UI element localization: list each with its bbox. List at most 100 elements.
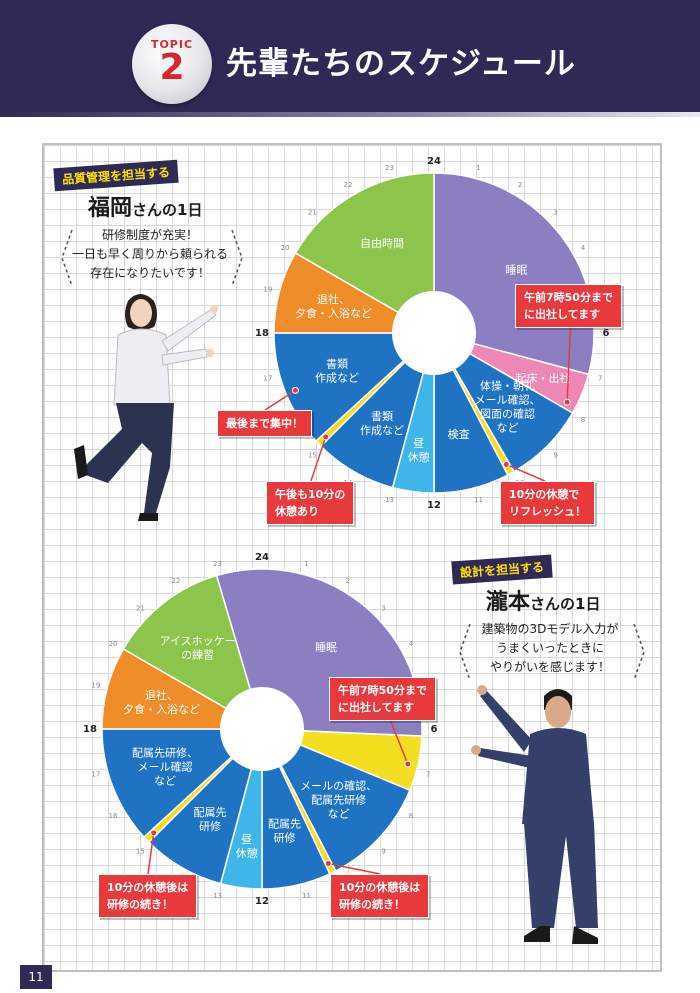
hour-tick-label: 18 (83, 724, 97, 735)
person-name-takimoto: 瀧本さんの1日 (486, 584, 600, 616)
callout-leader (264, 389, 296, 411)
topic-label: TOPIC (150, 38, 194, 51)
hour-tick-label: 22 (344, 181, 353, 189)
chart-center-hole (392, 291, 476, 375)
hour-tick-label: 16 (109, 812, 118, 820)
callout-label: 午前7時50分まで に出社してます (329, 677, 436, 721)
hour-tick-label: 24 (255, 552, 269, 563)
topic-number: 2 (159, 47, 185, 88)
callout-line: 午後も10分の (275, 488, 346, 501)
segment-label: 退社、夕食・入浴など (123, 688, 200, 716)
segment-label: 配属先研修、メール確認など (132, 746, 198, 788)
callout-leader (505, 463, 546, 482)
comment-bracket-right (231, 229, 243, 287)
callout-line: 午前7時50分まで (524, 291, 613, 304)
callout-line: に出社してます (338, 701, 415, 714)
callout-line: 10分の休憩で (509, 488, 580, 501)
callout-leader (147, 832, 155, 875)
hour-tick-label: 11 (302, 892, 311, 900)
person-photo-fukuoka (74, 294, 218, 521)
hour-tick-label: 17 (263, 375, 272, 383)
page-title: 先輩たちのスケジュール (226, 46, 576, 82)
callout-label: 10分の休憩で リフレッシュ！ (500, 481, 595, 525)
hour-tick-label: 12 (427, 500, 441, 511)
hour-tick-label: 23 (213, 560, 222, 568)
comment-line: 建築物の3Dモデル入力が (481, 622, 619, 636)
hour-tick-label: 13 (385, 496, 394, 504)
hour-tick-label: 21 (136, 604, 145, 612)
hour-tick-label: 4 (581, 244, 586, 252)
hour-tick-label: 7 (426, 771, 430, 779)
comment-line: やりがいを感じます！ (489, 660, 610, 674)
callout-line: 休憩あり (275, 505, 319, 518)
topic-badge: TOPIC 2 (132, 24, 212, 104)
hour-tick-label: 22 (172, 577, 181, 585)
person-name: 瀧本 (486, 590, 531, 615)
comment-bracket-left (61, 229, 73, 287)
hour-tick-label: 8 (409, 812, 413, 820)
hour-tick-label: 3 (553, 208, 557, 216)
hour-tick-label: 19 (263, 285, 272, 293)
hour-tick-label: 6 (603, 328, 610, 339)
segment-label: 昼休憩 (408, 437, 430, 464)
hour-tick-label: 23 (385, 164, 394, 172)
person-name-suffix: さんの1日 (530, 595, 601, 613)
hour-tick-label: 2 (518, 181, 522, 189)
callout-dot (322, 433, 330, 441)
callout-dot (324, 860, 332, 868)
callout-dot (404, 760, 412, 768)
person-photo-takimoto (471, 685, 598, 944)
hour-tick-label: 13 (213, 892, 222, 900)
callout-dot (563, 398, 571, 406)
segment-label: 自由時間 (360, 236, 404, 250)
callout-label: 午後も10分の 休憩あり (266, 481, 355, 525)
header-divider (0, 112, 700, 117)
hour-tick-label: 1 (476, 164, 480, 172)
hour-tick-label: 15 (308, 452, 317, 460)
hour-tick-label: 11 (474, 496, 483, 504)
hour-tick-label: 3 (381, 604, 385, 612)
hour-tick-label: 6 (431, 724, 438, 735)
daily-schedule-chart-fukuoka: 睡眠起床・出社体操・朝礼メール確認、図面の確認など検査昼休憩書類作成など書類作成… (255, 156, 610, 511)
person-name-fukuoka: 福岡さんの1日 (88, 190, 202, 222)
segment-label: 昼休憩 (236, 833, 258, 860)
callout-line: 午前7時50分まで (338, 684, 427, 697)
hour-tick-label: 17 (91, 771, 100, 779)
comment-line: 一日も早く周りから頼られる (71, 247, 228, 261)
segment-label: 睡眠 (506, 264, 528, 277)
callout-line: 研修の続き！ (107, 898, 173, 911)
page-header (0, 0, 700, 112)
hour-tick-label: 20 (281, 244, 290, 252)
callout-line: リフレッシュ！ (509, 505, 586, 518)
hour-tick-label: 24 (427, 156, 441, 167)
hour-tick-label: 1 (304, 560, 308, 568)
schedule-segment (101, 728, 264, 839)
schedule-segment (294, 172, 435, 335)
hour-tick-label: 8 (581, 416, 585, 424)
callout-leader (328, 862, 381, 875)
hour-tick-label: 2 (346, 577, 350, 585)
callout-dot (150, 829, 158, 837)
callout-label: 最後まで集中！ (217, 410, 312, 437)
hour-tick-label: 12 (255, 896, 269, 907)
callout-label: 午前7時50分まで に出社してます (515, 284, 622, 328)
callout-line: 10分の休憩後は (339, 881, 421, 894)
comment-bracket-right (633, 623, 645, 681)
segment-label: 書類作成など (360, 409, 404, 437)
callout-label: 10分の休憩後は 研修の続き！ (98, 874, 198, 918)
hour-tick-label: 9 (553, 452, 557, 460)
hour-tick-label: 18 (255, 328, 269, 339)
callout-line: に出社してます (524, 308, 601, 321)
comment-fukuoka: 研修制度が充実！ 一日も早く周りから頼られる 存在になりたいです！ (70, 226, 230, 283)
chart-center-hole (220, 687, 304, 771)
callout-label: 10分の休憩後は 研修の続き！ (330, 874, 430, 918)
segment-label: メールの確認、配属先研修など (300, 778, 377, 820)
comment-line: うまくいったときに (495, 641, 604, 655)
comment-line: 研修制度が充実！ (101, 228, 198, 242)
hour-tick-label: 21 (308, 208, 317, 216)
page-number: 11 (20, 965, 52, 989)
schedule-segment (122, 574, 264, 731)
hour-tick-label: 20 (109, 640, 118, 648)
person-name-suffix: さんの1日 (132, 201, 203, 219)
